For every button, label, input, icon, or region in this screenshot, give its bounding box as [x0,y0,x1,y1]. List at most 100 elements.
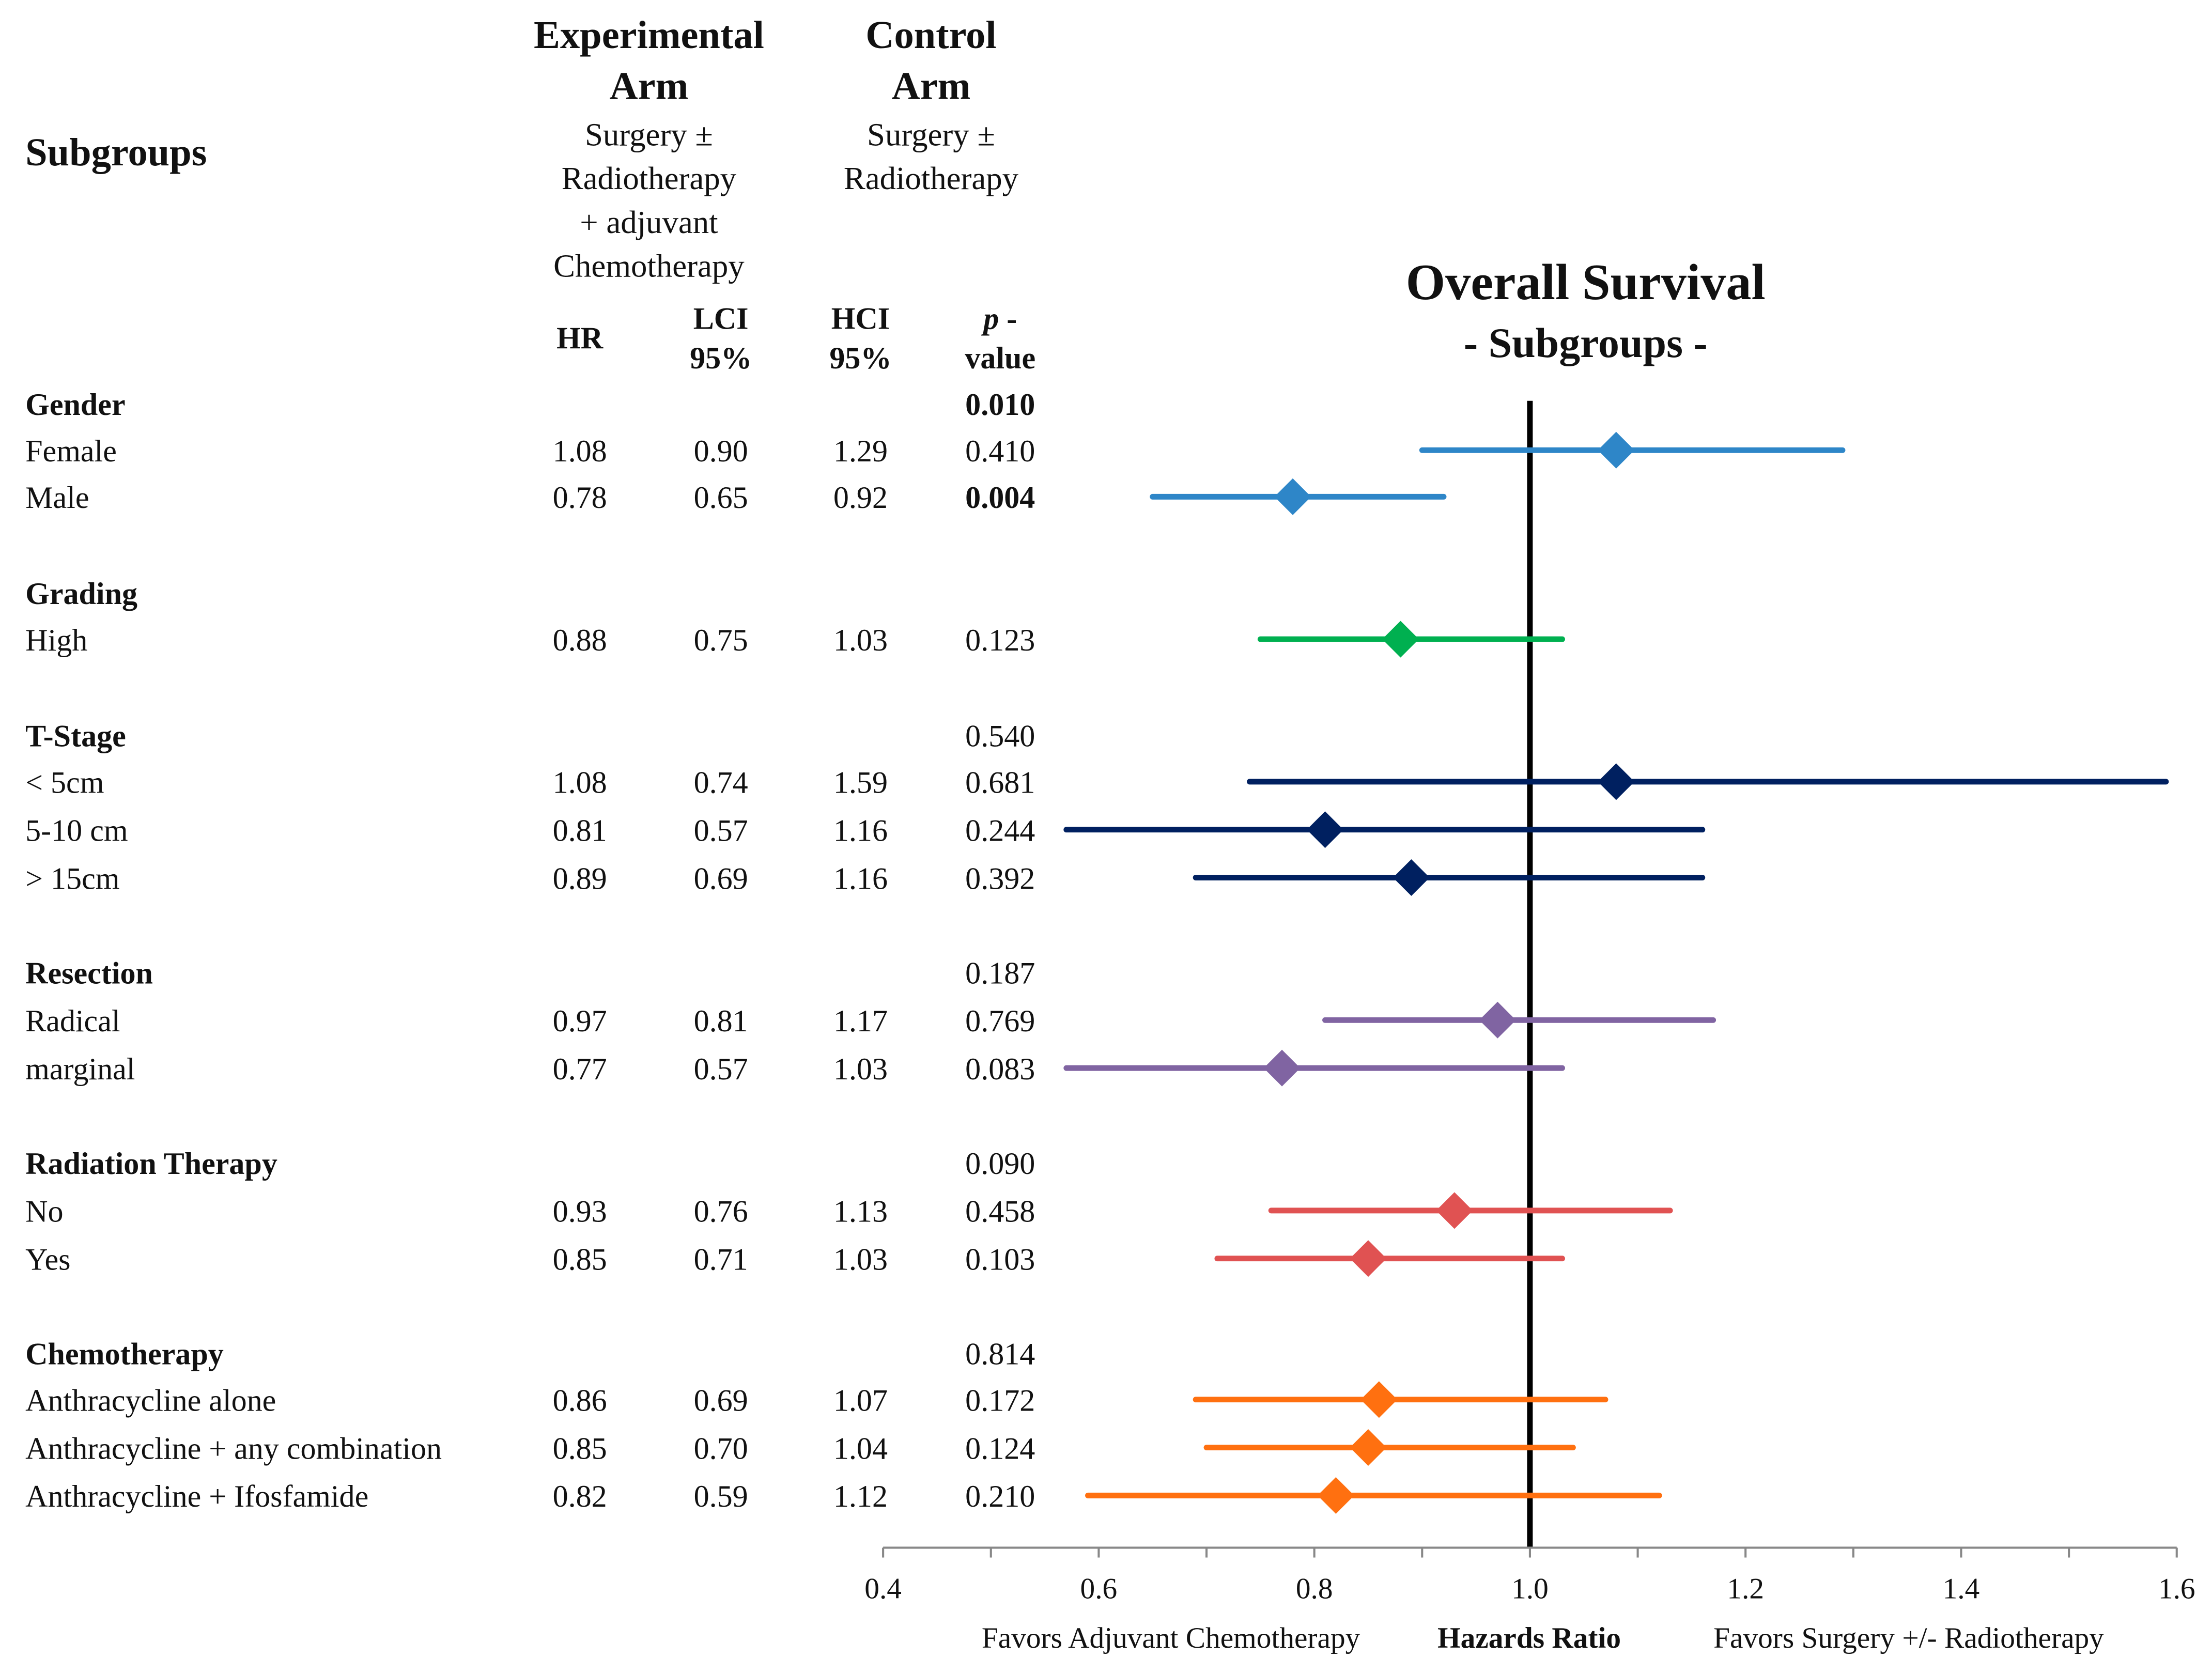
group-label: T-Stage [25,719,126,753]
cell-p: 0.103 [965,1242,1035,1277]
cell-hr: 1.08 [553,765,607,800]
row-label: < 5cm [25,765,104,800]
cell-lci: 0.70 [694,1431,748,1465]
cell-hci: 1.07 [833,1383,888,1418]
row-label: marginal [25,1051,135,1086]
cell-hr: 0.93 [553,1194,607,1229]
cell-hr: 1.08 [553,434,607,468]
group-p-value: 0.540 [965,719,1035,753]
x-tick-label: 0.4 [864,1573,902,1605]
cell-p: 0.210 [965,1479,1035,1513]
cell-hci: 0.92 [833,480,888,515]
cell-p: 0.083 [965,1051,1035,1086]
x-axis: 0.4 0.6 0.8 1.0 1.2 1.4 1.6 [864,1546,2195,1605]
cell-lci: 0.57 [694,1051,748,1086]
x-tick-label: 1.4 [1943,1573,1980,1605]
hr-point-diamond [1350,1429,1387,1466]
hr-point-diamond [1598,763,1635,800]
group-label: Gender [25,387,125,422]
x-tick-label: 1.6 [2158,1573,2195,1605]
group-label: Resection [25,955,153,990]
hr-point-diamond [1360,1381,1398,1418]
column-header-p-2: value [965,340,1035,375]
x-tick-label: 1.0 [1511,1573,1549,1605]
cell-lci: 0.74 [694,765,748,800]
row-label: Anthracycline + any combination [25,1431,442,1465]
cell-hci: 1.16 [833,813,888,848]
group-p-value: 0.187 [965,955,1035,990]
x-label-right: Favors Surgery +/- Radiotherapy [1713,1622,2104,1654]
hr-point-diamond [1350,1240,1387,1277]
cell-p: 0.123 [965,623,1035,657]
cell-hci: 1.03 [833,623,888,657]
column-header-hci-1: HCI [831,301,890,335]
column-header-p-1: p - [981,301,1017,335]
cell-hr: 0.97 [553,1003,607,1038]
cell-hr: 0.85 [553,1431,607,1465]
cell-hci: 1.59 [833,765,888,800]
group-p-value: 0.010 [965,387,1035,422]
cell-hci: 1.12 [833,1479,888,1513]
cell-p: 0.004 [965,480,1035,515]
control-arm-desc-2: Radiotherapy [844,160,1019,196]
cell-p: 0.244 [965,813,1035,848]
experimental-arm-title-2: Arm [609,64,688,107]
column-header-hr: HR [556,321,604,355]
group-label: Grading [25,576,137,611]
control-arm-desc-1: Surgery ± [867,117,995,153]
forest-marks [1063,400,2169,1548]
chart-subtitle: - Subgroups - [1464,319,1708,366]
cell-hci: 1.03 [833,1051,888,1086]
experimental-arm-desc-4: Chemotherapy [553,247,745,284]
x-tick-label: 1.2 [1727,1573,1764,1605]
cell-p: 0.124 [965,1431,1035,1465]
x-tick-label: 0.8 [1296,1573,1333,1605]
cell-hci: 1.13 [833,1194,888,1229]
cell-lci: 0.75 [694,623,748,657]
group-p-value: 0.090 [965,1146,1035,1181]
p-letter: p [981,301,999,335]
experimental-arm-desc-1: Surgery ± [585,117,713,153]
column-header-lci-1: LCI [693,301,749,335]
hr-point-diamond [1479,1001,1516,1039]
cell-hci: 1.16 [833,861,888,895]
cell-p: 0.172 [965,1383,1035,1418]
cell-hci: 1.03 [833,1242,888,1277]
row-label: Female [25,434,117,468]
cell-hci: 1.17 [833,1003,888,1038]
cell-lci: 0.69 [694,861,748,895]
row-label: Yes [25,1242,70,1277]
cell-p: 0.458 [965,1194,1035,1229]
x-tick-label: 0.6 [1080,1573,1118,1605]
cell-lci: 0.57 [694,813,748,848]
cell-hr: 0.81 [553,813,607,848]
cell-lci: 0.65 [694,480,748,515]
row-label: Anthracycline + Ifosfamide [25,1479,368,1513]
hr-point-diamond [1263,1049,1301,1087]
cell-hr: 0.82 [553,1479,607,1513]
table-rows: Gender 0.010 Female 1.08 0.90 1.29 0.410 Male 0.… [25,387,1035,1513]
x-label-left: Favors Adjuvant Chemotherapy [982,1622,1360,1654]
cell-lci: 0.69 [694,1383,748,1418]
subgroups-heading: Subgroups [25,130,207,174]
row-label: High [25,623,87,657]
hr-point-diamond [1436,1192,1473,1229]
group-label: Chemotherapy [25,1336,224,1371]
row-label: Radical [25,1003,120,1038]
cell-lci: 0.71 [694,1242,748,1277]
hr-point-diamond [1317,1477,1354,1514]
cell-hr: 0.78 [553,480,607,515]
row-label: Male [25,480,89,515]
cell-hr: 0.88 [553,623,607,657]
row-label: No [25,1194,63,1229]
cell-p: 0.769 [965,1003,1035,1038]
hr-point-diamond [1274,478,1311,515]
column-header-hci-2: 95% [829,340,891,375]
cell-hr: 0.89 [553,861,607,895]
hr-point-diamond [1393,859,1430,896]
row-label: 5-10 cm [25,813,128,848]
p-dash: - [999,301,1017,335]
experimental-arm-title-1: Experimental [534,13,764,57]
experimental-arm-desc-2: Radiotherapy [562,160,737,196]
